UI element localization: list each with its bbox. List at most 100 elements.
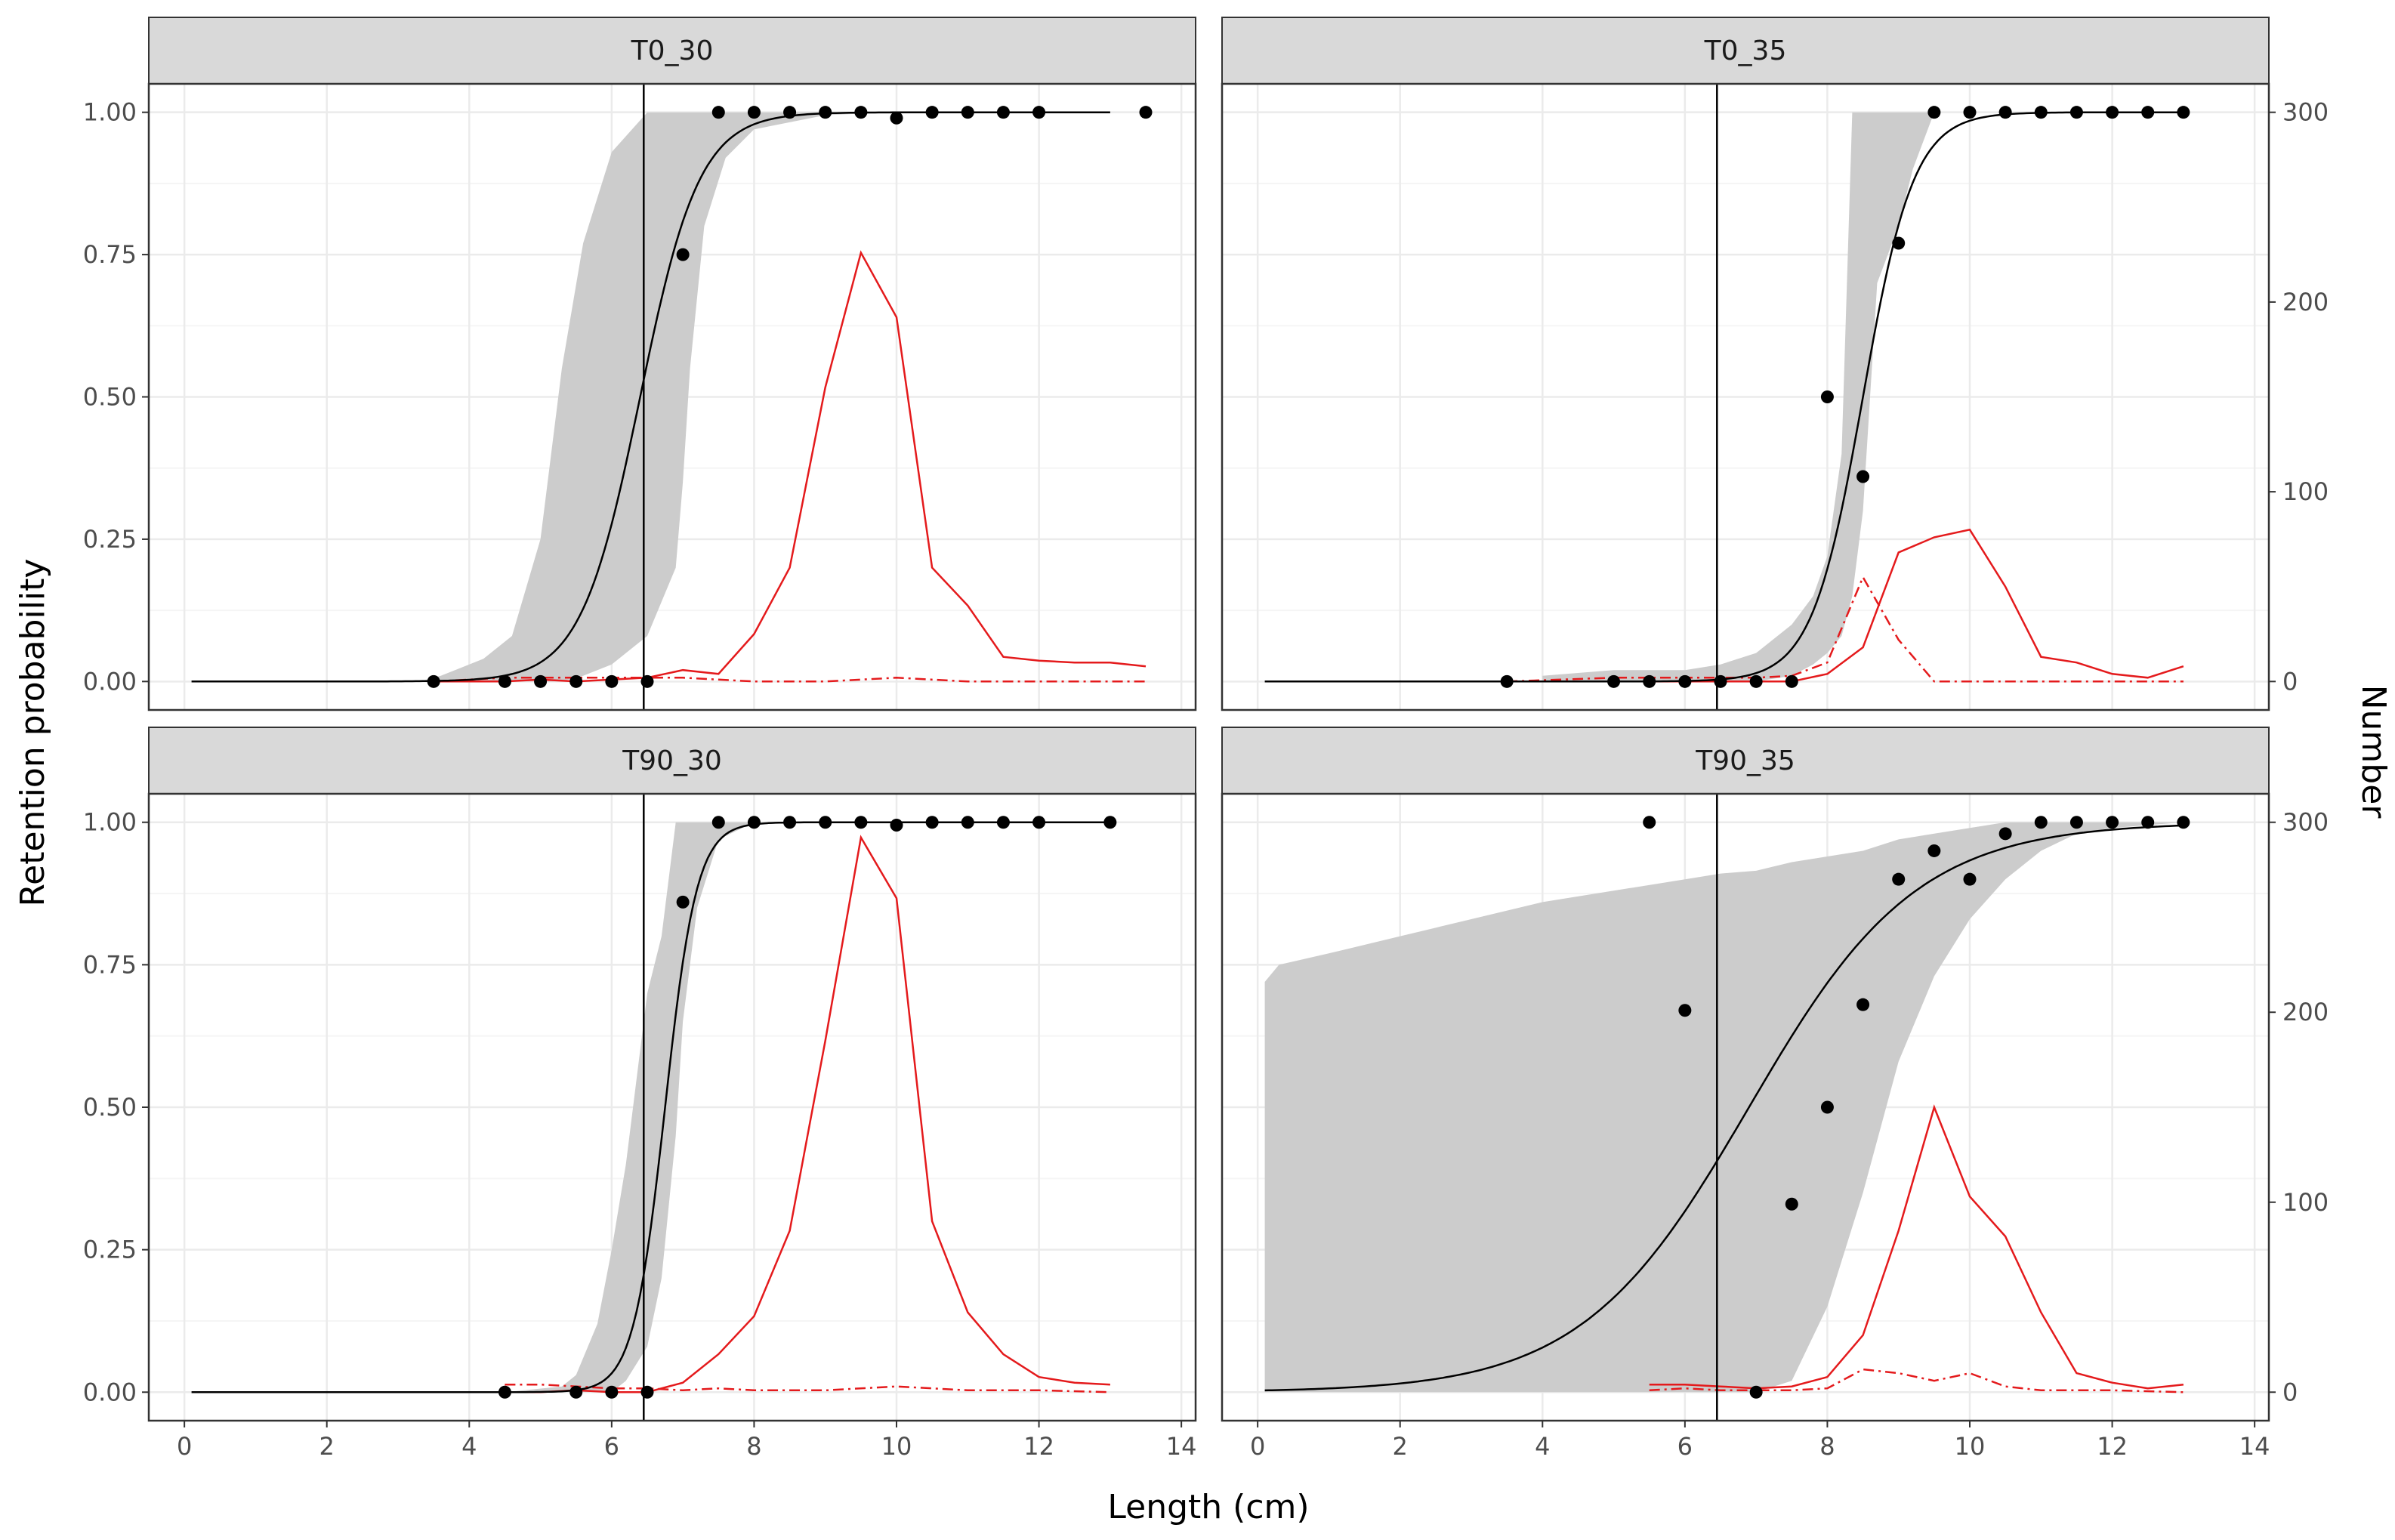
observed-point [1785,1197,1798,1211]
y-tick-label: 0.25 [83,525,137,554]
x-tick-label: 4 [461,1432,477,1461]
y-tick-label: 1.00 [83,98,137,127]
y2-tick-label: 200 [2282,998,2329,1026]
observed-point [1892,872,1906,886]
observed-point [961,106,974,119]
y2-tick-label: 0 [2282,1378,2298,1406]
observed-point [1785,674,1798,688]
observed-point [1856,998,1870,1011]
confidence-ribbon [1264,822,2184,1393]
x-tick-label: 8 [746,1432,761,1461]
observed-point [711,816,725,829]
observed-point [1820,1100,1834,1114]
observed-point [996,106,1010,119]
panel-t0-35: T0_35 0 100 200 300 [1221,17,2329,711]
observed-point [640,1385,654,1399]
y2-tick-label: 100 [2282,477,2329,506]
y-axis-title: Retention probability [14,559,52,907]
panel-t90-35: T90_35 0 100 200 300 0 2 4 6 8 10 12 14 [1221,727,2329,1461]
observed-point [605,1385,619,1399]
observed-point [1714,674,1727,688]
y2-tick-label: 0 [2282,667,2298,696]
observed-point [569,674,583,688]
observed-point [1643,674,1656,688]
observed-point [747,106,761,119]
y-tick-label: 1.00 [83,808,137,837]
red-dashdot-count-line [434,677,1146,683]
x-tick-label: 2 [319,1432,335,1461]
observed-point [2069,106,2083,119]
x-tick-label: 8 [1819,1432,1835,1461]
observed-point [534,674,548,688]
confidence-ribbon [505,822,755,1393]
observed-point [427,674,440,688]
x-tick-label: 0 [177,1432,192,1461]
y-tick-label: 0.50 [83,1093,137,1122]
observed-point [961,816,974,829]
confidence-ribbon [1542,112,1934,682]
panel-border [1221,792,2270,1422]
y2-tick-label: 300 [2282,98,2329,127]
observed-point [925,816,939,829]
observed-point [2106,106,2119,119]
x-tick-label: 10 [881,1432,912,1461]
y2-axis-title: Number [2354,685,2393,819]
y-tick-label: 0.75 [83,240,137,269]
fitted-curve [191,821,1110,1393]
observed-point [1963,872,1977,886]
x-axis-title: Length (cm) [1107,1488,1309,1526]
observed-point [1139,106,1153,119]
observed-point [676,895,690,909]
observed-point [2069,816,2083,829]
observed-point [1927,844,1941,857]
observed-point [747,816,761,829]
observed-point [1963,106,1977,119]
panel-title: T90_30 [622,745,722,776]
observed-point [1032,816,1046,829]
x-tick-label: 12 [2097,1432,2128,1461]
observed-point [854,816,868,829]
observed-point [2177,816,2190,829]
observed-point [854,106,868,119]
observed-point [640,674,654,688]
panel-title: T90_35 [1695,745,1795,776]
observed-point [2106,816,2119,829]
observed-point [676,248,690,261]
observed-point [890,111,903,125]
y2-tick-label: 300 [2282,808,2329,837]
x-tick-label: 10 [1955,1432,1986,1461]
observed-point [890,819,903,832]
observed-point [1103,816,1117,829]
observed-point [1678,1004,1692,1017]
observed-point [783,816,797,829]
observed-point [1749,674,1763,688]
y2-tick-label: 200 [2282,288,2329,316]
x-tick-label: 6 [604,1432,619,1461]
confidence-ribbon [419,112,897,682]
observed-point [2141,816,2155,829]
fitted-curve [1264,824,2184,1392]
fitted-curve [191,111,1110,683]
observed-point [1032,106,1046,119]
observed-point [1998,106,2012,119]
observed-point [996,816,1010,829]
observed-point [2034,816,2048,829]
panel-title: T0_35 [1704,35,1787,66]
observed-point [605,674,619,688]
observed-point [569,1385,583,1399]
y-tick-label: 0.00 [83,667,137,696]
red-count-line [1649,1104,2184,1390]
observed-point [819,106,832,119]
observed-point [1820,390,1834,403]
red-dashdot-count-line [1649,1368,2184,1393]
x-tick-label: 6 [1677,1432,1693,1461]
observed-point [1643,816,1656,829]
x-tick-label: 0 [1250,1432,1265,1461]
panel-title: T0_30 [631,35,714,66]
observed-point [783,106,797,119]
y-tick-label: 0.25 [83,1236,137,1264]
observed-point [925,106,939,119]
observed-point [1749,1385,1763,1399]
observed-point [1892,236,1906,250]
panel-t90-30: T90_30 0.00 0.25 0.50 0.75 1.00 0 2 4 6 8 10 12 14 [83,727,1197,1461]
